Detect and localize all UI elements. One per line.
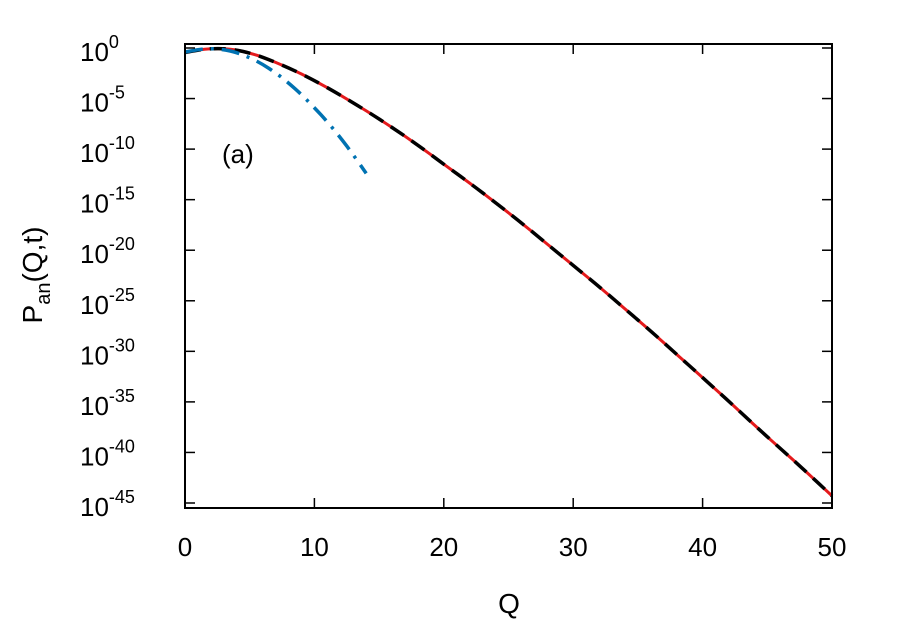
y-axis-label-sub: an bbox=[33, 283, 55, 305]
y-tick-label: 10-35 bbox=[80, 386, 135, 421]
y-tick-label: 10-20 bbox=[80, 234, 135, 269]
y-axis-label: Pan(Q,t) bbox=[17, 227, 55, 324]
y-tick-label: 10-30 bbox=[80, 335, 135, 370]
series-layer bbox=[184, 46, 834, 498]
series-line-dashed bbox=[184, 46, 834, 498]
y-tick-label: 10-45 bbox=[80, 487, 135, 522]
y-tick-label: 10-25 bbox=[80, 285, 135, 320]
y-tick-label: 10-10 bbox=[80, 133, 135, 168]
x-axis-label: Q bbox=[498, 588, 520, 619]
x-tick-label: 50 bbox=[818, 532, 847, 562]
x-tick-label: 10 bbox=[300, 532, 329, 562]
y-tick-label: 10-5 bbox=[80, 83, 125, 118]
x-tick-label: 30 bbox=[559, 532, 588, 562]
series-line-dash-dot bbox=[184, 47, 368, 175]
y-tick-label: 10-40 bbox=[80, 436, 135, 471]
plot-frame bbox=[184, 43, 833, 509]
y-axis-ticks: 100 10-5 10-10 10-15 10-20 10-25 10-30 10-35 10-… bbox=[80, 32, 832, 522]
x-tick-label: 0 bbox=[178, 532, 192, 562]
x-tick-label: 40 bbox=[688, 532, 717, 562]
y-axis-label-main: P bbox=[17, 305, 48, 324]
y-tick-label: 100 bbox=[80, 32, 119, 67]
panel-annotation: (a) bbox=[222, 139, 254, 169]
series-line-solid bbox=[184, 47, 834, 497]
x-tick-label: 20 bbox=[429, 532, 458, 562]
y-tick-label: 10-15 bbox=[80, 184, 135, 219]
y-axis-label-rest: (Q,t) bbox=[17, 227, 48, 283]
x-axis-ticks: 0 10 20 30 40 50 bbox=[178, 44, 847, 562]
